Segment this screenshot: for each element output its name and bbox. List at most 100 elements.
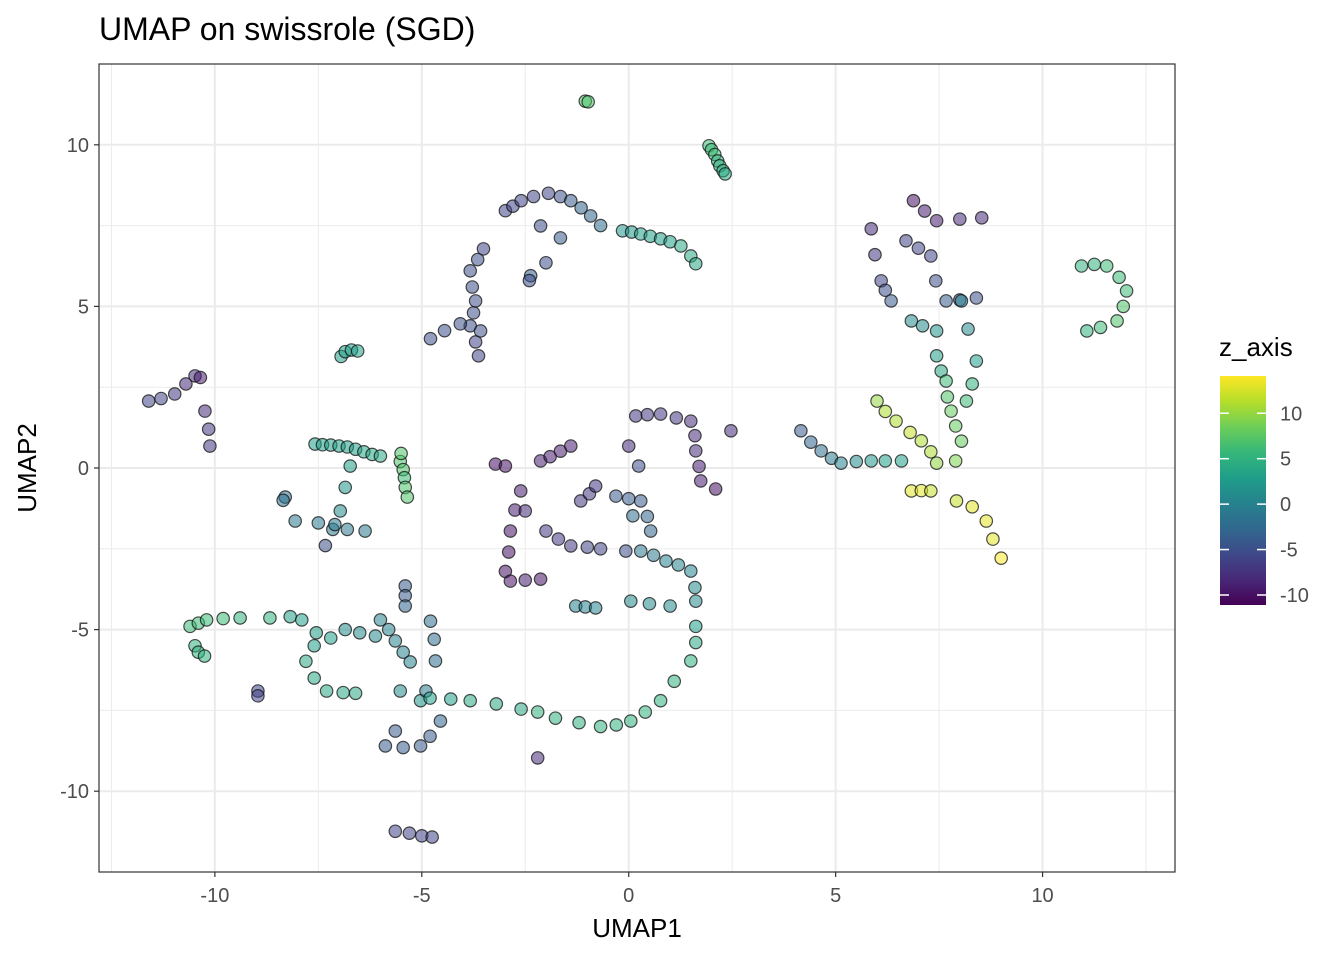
data-point [563,193,578,208]
data-point [283,609,297,624]
data-point [653,407,668,421]
data-point [514,702,528,716]
x-tick-label: 10 [1031,885,1053,907]
data-point [276,493,290,508]
data-point [453,317,468,331]
data-point [952,212,967,226]
data-point [294,613,309,627]
data-point [530,751,545,765]
data-point [623,714,638,728]
data-point [1074,259,1089,273]
data-point [1110,314,1124,328]
data-point [929,349,944,363]
data-point [974,211,989,225]
data-point [433,714,448,728]
data-point [588,601,603,615]
y-axis-label: UMAP2 [12,423,42,513]
y-tick-label: -10 [60,781,89,803]
data-point [548,711,563,725]
data-point [299,654,313,669]
legend-title: z_axis [1219,332,1293,362]
x-tick-label: -10 [200,885,229,907]
data-point [501,545,516,559]
data-point [489,697,504,711]
data-point [619,544,633,558]
data-point [141,394,156,408]
data-point [929,456,944,470]
data-point [403,655,418,669]
data-point [626,509,640,523]
data-point [328,517,342,532]
data-point [593,719,608,734]
data-point [609,718,624,732]
y-axis-ticks: -10 -5 0 5 10 [60,135,99,803]
data-point [688,619,703,634]
data-point [572,715,586,730]
data-point [849,454,864,469]
data-point [468,294,483,308]
data-point [551,532,566,546]
data-point [724,424,738,438]
colorbar-tick-label: 10 [1280,403,1302,425]
data-point [514,193,528,208]
data-point [513,484,528,498]
data-point [468,335,483,349]
data-point [466,306,481,320]
data-point [373,449,388,463]
data-point [718,167,732,181]
data-point [914,434,929,448]
data-point [814,444,828,458]
data-point [640,509,655,524]
y-tick-label: 0 [78,458,89,480]
data-point [352,626,367,640]
data-point [309,626,324,640]
data-point [533,219,548,233]
data-point [683,564,698,578]
data-point [693,474,708,488]
data-point [917,204,932,218]
data-point [659,554,673,568]
y-tick-label: 5 [78,296,89,318]
data-point [663,599,677,613]
data-point [373,613,388,627]
data-point [688,580,702,595]
data-point [688,635,703,650]
data-point [530,705,545,719]
data-point [667,674,682,689]
data-point [954,294,969,308]
data-point [471,349,486,363]
data-point [233,611,247,625]
data-point [476,242,491,256]
data-point [593,541,608,556]
data-point [804,435,818,449]
data-point [1080,324,1094,338]
data-point [193,370,208,385]
data-point [986,532,1000,546]
data-point [899,233,913,248]
data-point [423,331,438,346]
data-point [388,824,403,839]
data-point [388,634,403,648]
data-point [1087,257,1102,272]
data-point [924,484,938,498]
data-point [423,691,437,705]
data-point [333,504,348,518]
data-point [688,428,702,443]
data-point [393,684,408,698]
data-point [563,539,578,553]
data-point [949,494,964,508]
data-point [878,454,893,468]
data-point [201,422,216,437]
data-point [903,425,917,440]
data-point [688,594,703,608]
data-point [463,264,478,278]
data-point [307,671,321,685]
data-point [633,544,648,558]
data-point [154,391,168,406]
data-point [994,551,1008,565]
data-point [965,377,980,391]
data-point [358,524,372,538]
data-point [541,186,556,201]
data-point [427,632,442,647]
data-point [543,449,557,464]
